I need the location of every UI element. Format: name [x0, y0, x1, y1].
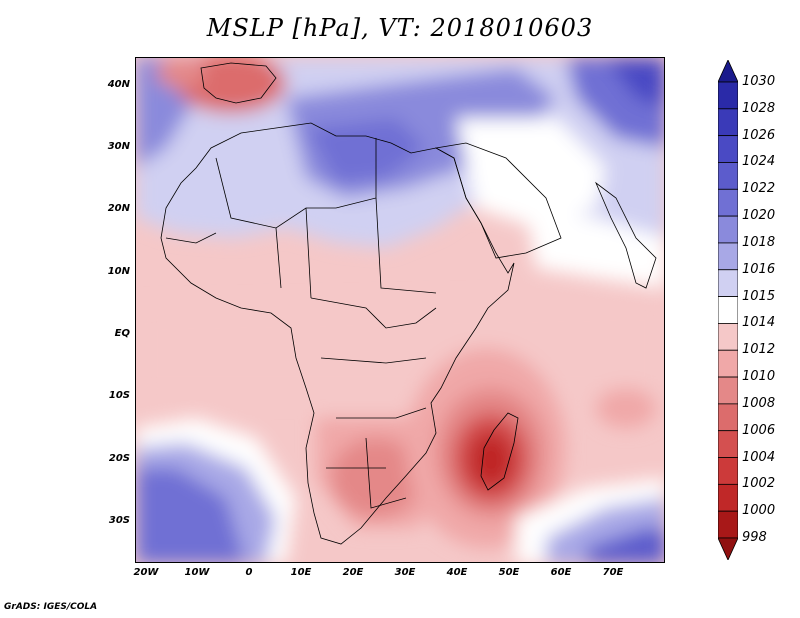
lon-label-30e: 30E	[394, 567, 416, 578]
colorbar-level-label: 1026	[742, 127, 776, 143]
colorbar-level-label: 1015	[742, 288, 776, 304]
colorbar-cell	[718, 135, 738, 163]
lat-label-40n: 40N	[107, 79, 130, 90]
colorbar-top-arrow	[718, 60, 738, 83]
colorbar-level-label: 1014	[742, 315, 776, 331]
colorbar-level-label: 1002	[742, 476, 776, 492]
colorbar-cell	[718, 81, 738, 110]
map-title: MSLP [hPa], VT: 2018010603	[206, 14, 594, 42]
lat-label-20s: 20S	[108, 453, 130, 464]
footer-credit: GrADS: IGES/COLA	[4, 602, 98, 612]
colorbar-cell	[718, 510, 738, 539]
colorbar-level-label: 1020	[742, 208, 776, 224]
colorbar-level-label: 1000	[742, 503, 776, 519]
colorbar-cell	[718, 323, 738, 351]
colorbar	[718, 60, 738, 560]
lat-label-20n: 20N	[107, 203, 130, 214]
pressure-field	[136, 58, 664, 562]
lon-label-60e: 60E	[550, 567, 572, 578]
lon-label-10e: 10E	[290, 567, 312, 578]
colorbar-level-label: 1006	[742, 422, 776, 438]
lat-label-10n: 10N	[107, 266, 130, 277]
colorbar-cell	[718, 162, 738, 190]
colorbar-level-label: 1004	[742, 449, 776, 465]
lon-label-10w: 10W	[184, 567, 210, 578]
coastlines	[160, 62, 657, 545]
lat-label-30s: 30S	[108, 515, 130, 526]
colorbar-level-label: 1028	[742, 100, 776, 116]
colorbar-cell	[718, 403, 738, 432]
colorbar-cell	[718, 457, 738, 485]
colorbar-cell	[718, 242, 738, 271]
colorbar-level-label: 1016	[742, 261, 776, 277]
colorbar-cell	[718, 296, 738, 324]
colorbar-cell	[718, 349, 738, 378]
colorbar-bottom-arrow	[718, 537, 738, 560]
colorbar-cell	[718, 269, 738, 297]
colorbar-level-label: 1022	[742, 181, 776, 197]
lat-label-10s: 10S	[108, 390, 130, 401]
lon-label-40e: 40E	[446, 567, 468, 578]
lon-label-70e: 70E	[602, 567, 624, 578]
lat-label-30n: 30N	[107, 141, 130, 152]
lon-label-20w: 20W	[133, 567, 159, 578]
colorbar-cell	[718, 215, 738, 244]
colorbar-level-label: 1030	[742, 74, 776, 89]
colorbar-cell	[718, 376, 738, 405]
pressure-map	[135, 57, 665, 563]
lat-label-eq: EQ	[114, 328, 130, 339]
colorbar-cell	[718, 108, 738, 137]
colorbar-cell	[718, 483, 738, 512]
lon-label-20e: 20E	[342, 567, 364, 578]
colorbar-cell	[718, 188, 738, 217]
colorbar-level-label: 1010	[742, 369, 776, 385]
colorbar-level-label: 1008	[742, 395, 776, 411]
colorbar-level-label: 1024	[742, 154, 776, 170]
colorbar-level-label: 998	[742, 530, 767, 545]
colorbar-level-label: 1012	[742, 342, 776, 358]
colorbar-level-label: 1018	[742, 234, 776, 250]
lon-label-50e: 50E	[498, 567, 520, 578]
lon-label-0: 0	[245, 567, 253, 578]
colorbar-cell	[718, 430, 738, 458]
